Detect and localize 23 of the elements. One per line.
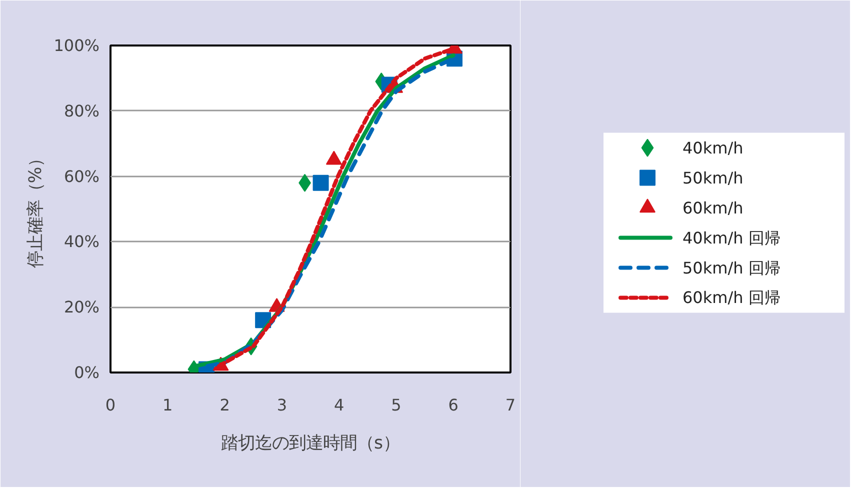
y-tick-label: 60% (64, 166, 100, 186)
x-tick-label: 6 (448, 396, 458, 414)
legend-label: 50km/h (682, 168, 744, 188)
point (312, 174, 329, 191)
y-tick-label: 40% (64, 232, 100, 252)
x-tick-label: 4 (334, 396, 344, 414)
legend-label: 50km/h 回帰 (682, 258, 780, 278)
y-tick-label: 0% (74, 363, 100, 382)
y-axis-title: 停止確率（%） (26, 150, 46, 268)
legend-label: 60km/h (682, 198, 744, 218)
x-tick-label: 1 (162, 396, 173, 414)
legend-label: 40km/h (682, 138, 744, 158)
y-tick-label: 20% (64, 298, 100, 317)
legend-label: 60km/h 回帰 (682, 288, 780, 308)
x-tick-label: 5 (391, 396, 402, 414)
x-tick-label: 2 (220, 396, 230, 414)
x-tick-label: 0 (105, 396, 116, 414)
x-axis-title: 踏切迄の到達時間（s） (220, 434, 400, 454)
x-tick-label: 7 (505, 396, 516, 414)
y-tick-label: 80% (64, 101, 100, 120)
legend-label: 40km/h 回帰 (682, 228, 780, 248)
x-tick-label: 3 (276, 396, 288, 414)
y-tick-label: 100% (54, 36, 100, 55)
